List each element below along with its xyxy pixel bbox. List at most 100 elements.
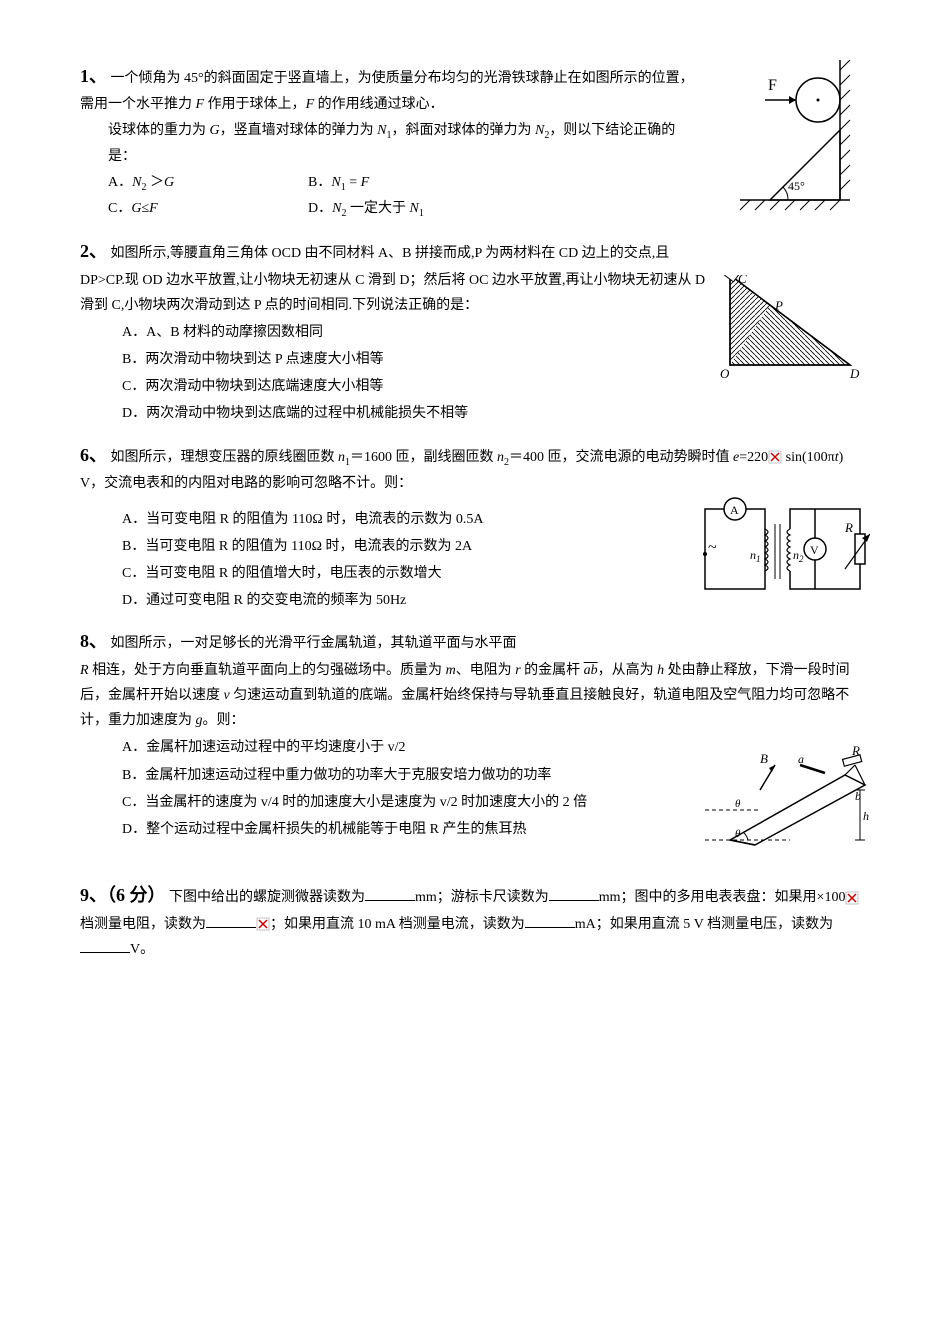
label-P: P — [774, 298, 783, 313]
var-G: G — [210, 123, 220, 138]
q9-text-2: mm；游标卡尺读数为 — [415, 890, 549, 905]
q1-optA: A．N2 ＞G — [108, 170, 308, 197]
q8-number: 8、 — [80, 631, 107, 651]
q6-number: 6、 — [80, 445, 107, 465]
ac-source: ~ — [708, 539, 717, 556]
question-1: 45° F 1、 一个倾角为 45°的斜面固定于竖直墙上，为使质量分布均匀的光滑… — [80, 60, 870, 223]
figure-q6: A ~ V R n1 n2 — [700, 494, 870, 614]
blank-5[interactable] — [80, 938, 130, 953]
q8-ab: ab — [584, 663, 598, 678]
q2-optD: D．两次滑动中物块到达底端的过程中机械能损失不相等 — [122, 401, 870, 426]
optC-F: F — [149, 201, 158, 216]
optD-pre: D． — [308, 201, 332, 216]
var-N2: N — [535, 123, 544, 138]
theta-label-2: θ — [735, 798, 741, 810]
broken-image-icon — [768, 450, 782, 464]
optD-1: 1 — [419, 208, 424, 219]
h-label: h — [863, 809, 869, 823]
q6-text-1: 如图所示，理想变压器的原线圈匝数 — [111, 450, 339, 465]
q8-text-2: 相连，处于方向垂直轨道平面向上的匀强磁场中。质量为 — [89, 663, 446, 678]
q6-n1: n — [338, 450, 345, 465]
q9-text-1: 下图中给出的螺旋测微器读数为 — [169, 890, 365, 905]
optB-F: F — [361, 175, 370, 190]
q6-optD: D．通过可变电阻 R 的交变电流的频率为 50Hz — [122, 588, 690, 613]
q8-text-4: 的金属杆 — [521, 663, 584, 678]
q8-optC-wrap: C．当金属杆的速度为 v/4 时的加速度大小是速度为 v/2 时加速度大小的 2… — [80, 790, 690, 815]
broken-image-icon-2 — [845, 891, 859, 905]
label-D: D — [849, 366, 860, 381]
q6-optA: A．当可变电阻 R 的阻值为 110Ω 时，电流表的示数为 0.5A — [122, 507, 690, 532]
q6-optC: C．当可变电阻 R 的阻值增大时，电压表的示数增大 — [122, 561, 690, 586]
force-label: F — [768, 77, 777, 94]
q8-body: 8、 如图所示，一对足够长的光滑平行金属轨道，其轨道平面与水平面 R 相连，处于… — [80, 625, 870, 733]
resistor-label: R — [844, 520, 853, 535]
q9-text-4: 档测量电阻，读数为 — [80, 917, 206, 932]
q6-text-4: =220 — [739, 450, 768, 465]
q1-text-4: 设球体的重力为 — [108, 123, 210, 138]
blank-2[interactable] — [549, 886, 599, 901]
n2-label: n2 — [793, 548, 804, 564]
voltmeter-label: V — [810, 543, 819, 557]
q6-body: 6、 如图所示，理想变压器的原线圈匝数 n1＝1600 匝，副线圈匝数 n2＝4… — [80, 439, 870, 497]
q1-options-row1: A．N2 ＞G B．N1 = F — [80, 170, 700, 197]
optD-N1: N — [409, 201, 418, 216]
q1-text-5: ，竖直墙对球体的弹力为 — [220, 123, 378, 138]
optC-G: G — [131, 201, 141, 216]
optA-G: G — [164, 175, 174, 190]
R-label: R — [851, 745, 860, 758]
q6-text-2: ＝1600 匝，副线圈匝数 — [350, 450, 497, 465]
q1-number: 1、 — [80, 66, 107, 86]
optC-mid: ≤ — [141, 201, 149, 216]
q6-text-5: sin(100π — [782, 450, 835, 465]
q1-options-row2: C．G≤F D．N2 一定大于 N1 — [80, 196, 700, 223]
figure-q1: 45° F — [710, 60, 870, 230]
q8-optB: B．金属杆加速运动过程中重力做功的功率大于克服安培力做功的功率 — [80, 768, 551, 783]
optB-N: N — [331, 175, 340, 190]
question-2: C P O D 2、 如图所示,等腰直角三角体 OCD 由不同材料 A、B 拼接… — [80, 235, 870, 427]
q8-R: R — [80, 663, 89, 678]
optA-mid: ＞ — [146, 175, 164, 190]
B-label: B — [760, 751, 768, 766]
n1-label: n1 — [750, 548, 761, 564]
q8-optD-wrap: D．整个运动过程中金属杆损失的机械能等于电阻 R 产生的焦耳热 — [80, 817, 690, 842]
q9-text-3: mm；图中的多用电表表盘：如果用×100 — [599, 890, 846, 905]
a-label: a — [798, 752, 804, 766]
q8-text-3: 、电阻为 — [456, 663, 516, 678]
q1-optB: B．N1 = F — [308, 170, 369, 197]
optB-pre: B． — [308, 175, 331, 190]
q1-text-2: 作用于球体上， — [204, 97, 306, 112]
theta-label: θ — [735, 828, 741, 840]
blank-3[interactable] — [206, 913, 256, 928]
optA-pre: A． — [108, 175, 132, 190]
q1-optD: D．N2 一定大于 N1 — [308, 196, 424, 223]
q6-text-3: ＝400 匝，交流电源的电动势瞬时值 — [509, 450, 733, 465]
label-C: C — [738, 275, 747, 286]
question-9: 9、（6 分） 下图中给出的螺旋测微器读数为 mm；游标卡尺读数为 mm；图中的多用… — [80, 879, 870, 962]
optD-mid: 一定大于 — [346, 201, 409, 216]
question-6: A ~ V R n1 n2 6、 如 — [80, 439, 870, 614]
q8-m: m — [446, 663, 456, 678]
angle-label: 45° — [788, 179, 805, 193]
blank-4[interactable] — [525, 913, 575, 928]
q1-line2: 设球体的重力为 G，竖直墙对球体的弹力为 N1，斜面对球体的弹力为 N2，则以下… — [80, 118, 700, 170]
b-label: b — [855, 789, 861, 803]
q8-text-5: ，从高为 — [598, 663, 658, 678]
q1-text-6: ，斜面对球体的弹力为 — [391, 123, 535, 138]
figure-q2: C P O D — [720, 275, 870, 385]
q9-score: （6 分） — [107, 885, 166, 905]
blank-1[interactable] — [365, 886, 415, 901]
figure-q8: θ θ B a R b h — [700, 745, 870, 865]
q1-text-3: 的作用线通过球心． — [314, 97, 444, 112]
ammeter-label: A — [730, 503, 739, 517]
q2-number: 2、 — [80, 241, 107, 261]
q8-optA: A．金属杆加速运动过程中的平均速度小于 v/2 — [122, 735, 690, 760]
q2-text: 如图所示,等腰直角三角体 OCD 由不同材料 A、B 拼接而成,P 为两材料在 … — [80, 246, 705, 313]
q1-optC: C．G≤F — [108, 196, 308, 223]
optB-mid: = — [346, 175, 361, 190]
q9-number: 9、 — [80, 885, 107, 905]
q6-optB: B．当可变电阻 R 的阻值为 110Ω 时，电流表的示数为 2A — [122, 534, 690, 559]
broken-image-icon-3 — [256, 917, 270, 931]
q8-optC: C．当金属杆的速度为 v/4 时的加速度大小是速度为 v/2 时加速度大小的 2… — [80, 795, 587, 810]
question-8: θ θ B a R b h 8、 如图所示，一对足够长的光滑平行金属轨道，其轨道… — [80, 625, 870, 842]
q9-text-7: V。 — [130, 942, 154, 957]
